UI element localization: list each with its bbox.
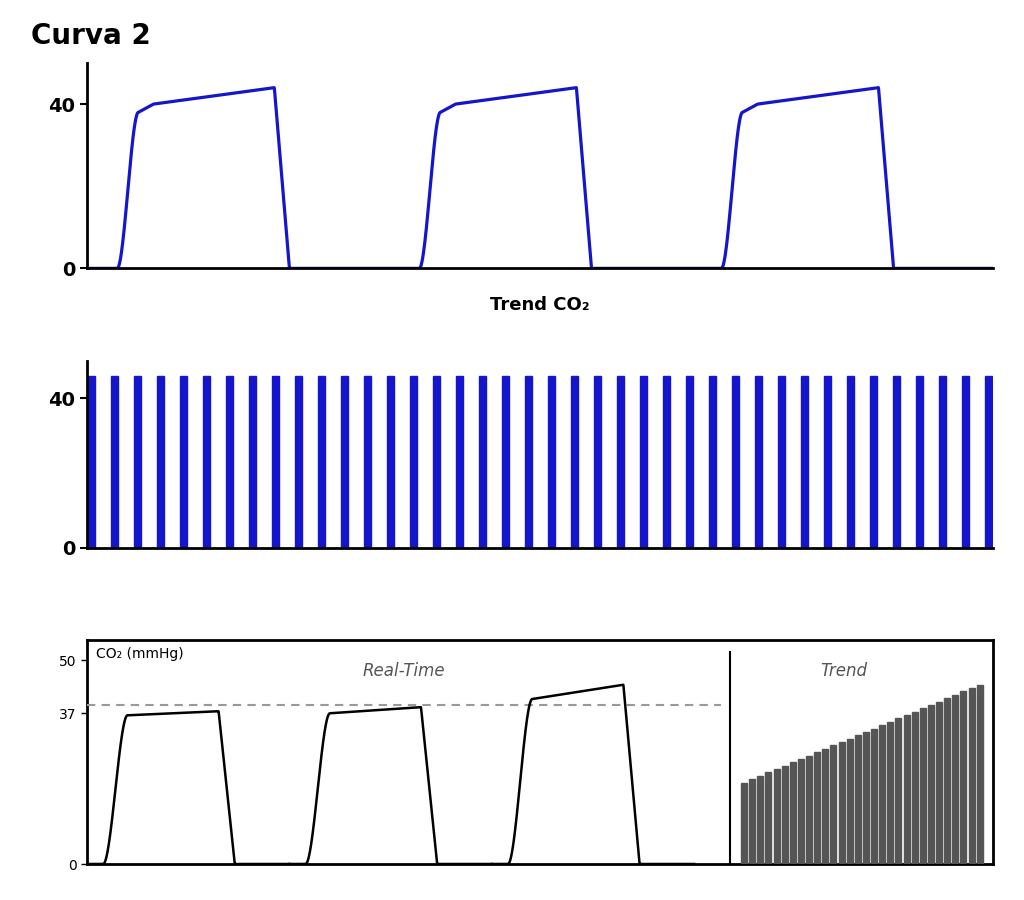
- Text: Trend CO₂: Trend CO₂: [490, 296, 590, 314]
- Bar: [617, 375, 625, 547]
- Bar: [387, 375, 394, 547]
- Bar: [896, 718, 901, 864]
- Bar: [863, 732, 869, 864]
- Bar: [226, 375, 233, 547]
- Bar: [766, 772, 771, 864]
- Bar: [410, 375, 417, 547]
- Bar: [571, 375, 579, 547]
- Bar: [847, 375, 854, 547]
- Bar: [750, 779, 755, 864]
- Bar: [548, 375, 555, 547]
- Bar: [911, 712, 918, 864]
- Bar: [880, 725, 885, 864]
- Bar: [985, 375, 992, 547]
- Bar: [640, 375, 647, 547]
- Bar: [939, 375, 946, 547]
- Bar: [944, 698, 950, 864]
- Bar: [456, 375, 463, 547]
- Bar: [272, 375, 280, 547]
- Bar: [888, 722, 893, 864]
- Bar: [755, 375, 762, 547]
- Bar: [961, 691, 967, 864]
- Bar: [839, 742, 845, 864]
- Bar: [709, 375, 717, 547]
- Bar: [952, 695, 958, 864]
- Bar: [781, 766, 787, 864]
- Bar: [830, 745, 837, 864]
- Bar: [855, 735, 861, 864]
- Bar: [963, 375, 970, 547]
- Bar: [157, 375, 164, 547]
- Bar: [318, 375, 326, 547]
- Bar: [773, 769, 779, 864]
- Bar: [732, 375, 739, 547]
- Bar: [778, 375, 785, 547]
- Bar: [928, 705, 934, 864]
- Bar: [364, 375, 372, 547]
- Bar: [502, 375, 509, 547]
- Bar: [594, 375, 601, 547]
- Bar: [806, 756, 812, 864]
- Bar: [893, 375, 900, 547]
- Bar: [977, 685, 983, 864]
- Bar: [847, 739, 853, 864]
- Bar: [433, 375, 440, 547]
- Bar: [341, 375, 348, 547]
- Bar: [88, 375, 95, 547]
- Bar: [525, 375, 532, 547]
- Bar: [479, 375, 486, 547]
- Bar: [790, 762, 796, 864]
- Bar: [936, 702, 942, 864]
- Bar: [814, 752, 820, 864]
- Bar: [969, 688, 975, 864]
- Text: Real-Time: Real-Time: [362, 662, 445, 680]
- Text: CO₂ (mmHg): CO₂ (mmHg): [96, 647, 183, 661]
- Bar: [916, 375, 924, 547]
- Bar: [249, 375, 256, 547]
- Bar: [295, 375, 302, 547]
- Bar: [134, 375, 141, 547]
- Bar: [180, 375, 187, 547]
- Bar: [824, 375, 831, 547]
- Bar: [758, 776, 763, 864]
- Bar: [203, 375, 210, 547]
- Bar: [870, 375, 878, 547]
- Bar: [920, 708, 926, 864]
- Bar: [111, 375, 118, 547]
- Bar: [741, 782, 748, 864]
- Bar: [801, 375, 808, 547]
- Bar: [664, 375, 671, 547]
- Bar: [798, 759, 804, 864]
- Text: Curva 2: Curva 2: [31, 22, 151, 50]
- Bar: [903, 716, 909, 864]
- Bar: [822, 749, 828, 864]
- Bar: [871, 729, 877, 864]
- Text: Trend: Trend: [820, 662, 867, 680]
- Bar: [686, 375, 693, 547]
